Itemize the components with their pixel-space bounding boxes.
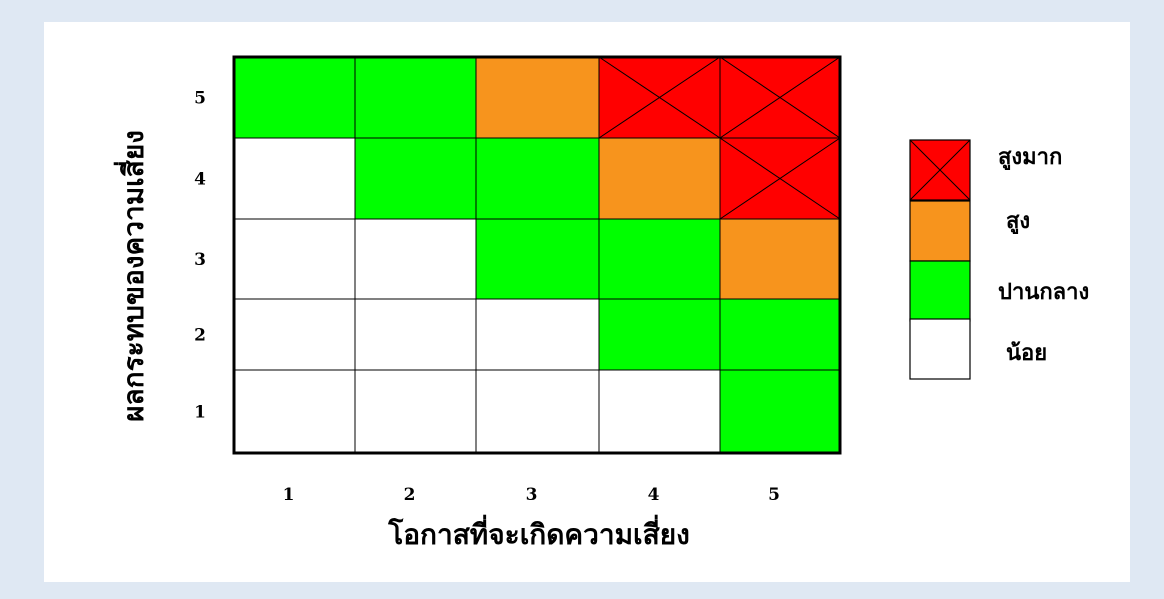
matrix-cell xyxy=(354,56,477,139)
matrix-cell xyxy=(719,298,841,371)
matrix-cell xyxy=(475,298,600,371)
legend-cross-line xyxy=(909,139,971,201)
legend-item: น้อย xyxy=(909,318,1047,380)
y-axis-title: ผลกระทบของความเสี่ยง xyxy=(113,130,150,422)
y-tick-labels: 5 4 3 2 1 xyxy=(194,89,206,423)
matrix-cell xyxy=(719,137,841,220)
matrix-cell-fill xyxy=(719,369,841,454)
matrix-cell xyxy=(354,137,477,220)
legend-item: ปานกลาง xyxy=(909,260,1089,322)
matrix-cell xyxy=(598,369,721,454)
matrix-cell-fill xyxy=(475,298,600,371)
x-tick-label: 4 xyxy=(648,485,660,505)
matrix-cell-fill xyxy=(475,218,600,300)
matrix-cell-fill xyxy=(233,369,356,454)
matrix-cell xyxy=(719,218,841,300)
matrix-cell xyxy=(598,137,721,220)
x-tick-label: 2 xyxy=(404,485,416,505)
matrix-cell xyxy=(354,369,477,454)
matrix-cell xyxy=(233,137,356,220)
matrix-cell-fill xyxy=(475,56,600,139)
matrix-cell-fill xyxy=(233,137,356,220)
legend-label: น้อย xyxy=(1006,341,1047,366)
x-tick-labels: 1 2 3 4 5 xyxy=(283,485,780,505)
matrix-cell xyxy=(233,56,356,139)
matrix-cell xyxy=(598,298,721,371)
matrix-cell xyxy=(475,137,600,220)
legend-label: สูงมาก xyxy=(998,145,1062,171)
matrix-cell-fill xyxy=(354,218,477,300)
x-tick-label: 3 xyxy=(526,485,538,505)
legend-swatch xyxy=(909,260,971,322)
matrix-grid xyxy=(232,55,842,455)
y-tick-label: 2 xyxy=(194,326,206,346)
matrix-cell-fill xyxy=(233,298,356,371)
matrix-cell xyxy=(598,218,721,300)
legend-swatch xyxy=(909,318,971,380)
matrix-cell xyxy=(719,56,841,139)
y-tick-label: 5 xyxy=(194,89,206,109)
legend-item: สูง xyxy=(909,200,1030,262)
matrix-cell-fill xyxy=(719,298,841,371)
matrix-cell-fill xyxy=(475,369,600,454)
matrix-cell xyxy=(475,369,600,454)
matrix-cell-fill xyxy=(598,298,721,371)
matrix-cell-fill xyxy=(354,137,477,220)
matrix-cell-fill xyxy=(598,218,721,300)
legend-item: สูงมาก xyxy=(909,139,1062,201)
x-axis-title: โอกาสที่จะเกิดความเสี่ยง xyxy=(387,514,690,551)
matrix-cell xyxy=(233,218,356,300)
y-tick-label: 4 xyxy=(194,170,206,190)
y-tick-label: 1 xyxy=(194,403,206,423)
matrix-cell-fill xyxy=(598,137,721,220)
cell-cross-line xyxy=(598,56,721,139)
risk-matrix-chart: 1 2 3 4 5 5 4 3 2 1 โอกาสที่จะเกิดความเสี่ยง ผลก… xyxy=(113,55,1089,551)
cell-cross-line xyxy=(719,137,841,220)
matrix-cell-fill xyxy=(233,56,356,139)
matrix-cell-fill xyxy=(354,56,477,139)
matrix-cell xyxy=(598,56,721,139)
y-tick-label: 3 xyxy=(194,250,206,270)
matrix-cell-fill xyxy=(719,218,841,300)
matrix-cell-fill xyxy=(354,369,477,454)
matrix-cell-fill xyxy=(598,369,721,454)
matrix-cell xyxy=(354,218,477,300)
matrix-cell xyxy=(475,218,600,300)
matrix-cell xyxy=(233,369,356,454)
matrix-cell xyxy=(354,298,477,371)
cell-cross-line xyxy=(719,56,841,139)
matrix-cell xyxy=(233,298,356,371)
matrix-cell-fill xyxy=(233,218,356,300)
x-tick-label: 5 xyxy=(768,485,780,505)
x-tick-label: 1 xyxy=(283,485,295,505)
matrix-cell xyxy=(475,56,600,139)
matrix-cell-fill xyxy=(475,137,600,220)
matrix-border xyxy=(232,55,842,455)
chart-panel: 1 2 3 4 5 5 4 3 2 1 โอกาสที่จะเกิดความเสี่ยง ผลก… xyxy=(44,22,1130,582)
legend-swatch xyxy=(909,200,971,262)
matrix-cell xyxy=(719,369,841,454)
matrix-cell-fill xyxy=(354,298,477,371)
legend-label: สูง xyxy=(1006,209,1030,235)
legend-label: ปานกลาง xyxy=(998,280,1089,305)
